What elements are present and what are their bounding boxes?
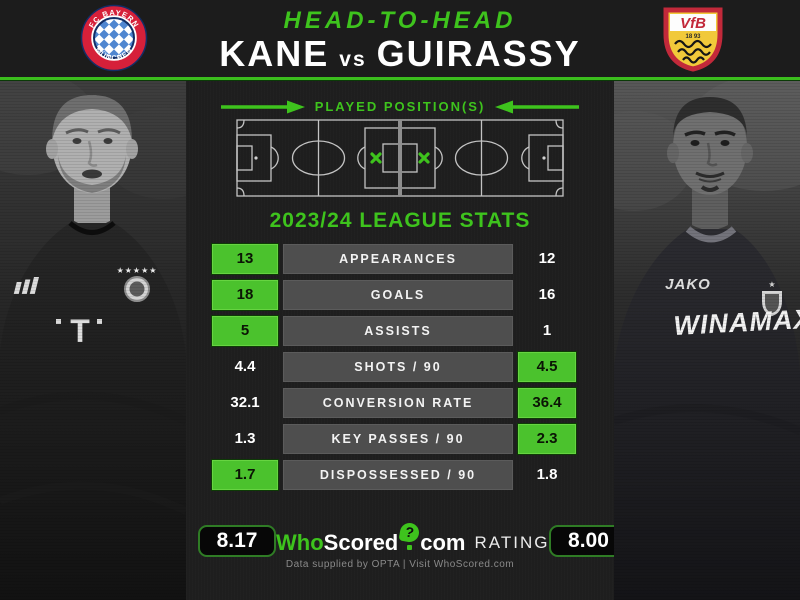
kane-value-appearances: 13 [212,244,278,274]
stat-row-key-passes-90: 1.3 KEY PASSES / 90 2.3 [212,424,576,454]
data-source-footnote: Data supplied by OPTA | Visit WhoScored.… [285,559,515,570]
kane-value-assists: 5 [212,316,278,346]
rating-label: RATING [474,533,550,552]
whoscored-logo-scored: Scored [323,530,399,555]
stats-rows: 13 APPEARANCES 12 18 GOALS 16 5 ASSISTS 1 4.4 SHOT… [212,244,576,496]
header-divider [0,77,800,81]
stat-label-appearances: APPEARANCES [283,244,513,274]
vfb-crest-antlers [674,39,712,64]
stat-row-goals: 18 GOALS 16 [212,280,576,310]
played-positions-label: PLAYED POSITION(S) [314,99,486,114]
player-left-name: KANE [219,32,330,74]
kane-value-key-passes-90: 1.3 [234,430,256,447]
stat-row-assists: 5 ASSISTS 1 [212,316,576,346]
kane-value-conversion-rate: 32.1 [230,394,260,411]
kane-value-shots-90: 4.4 [234,358,256,375]
stat-row-conversion-rate: 32.1 CONVERSION RATE 36.4 [212,388,576,418]
header: FC BAYERN MÜNCHEN HEAD-TO-HEAD KANE vs G… [0,0,800,77]
guirassy-jersey-sponsor: WINAMAX [673,304,800,341]
guirassy-value-goals: 16 [538,286,556,303]
league-stats-title: 2023/24 LEAGUE STATS [269,209,531,232]
guirassy-value-assists: 1 [542,322,552,339]
guirassy-value-appearances: 12 [538,250,556,267]
guirassy-value-dispossessed-90: 1.8 [536,466,558,483]
adidas-logo [13,277,39,294]
kane-value-goals: 18 [212,280,278,310]
vfb-jersey-star: ★ [768,280,775,289]
stat-row-appearances: 13 APPEARANCES 12 [212,244,576,274]
vfb-crest-year: 18 93 [685,34,701,40]
guirassy-value-shots-90: 4.5 [518,352,576,382]
guirassy-value-conversion-rate: 36.4 [518,388,576,418]
stat-label-key-passes-90: KEY PASSES / 90 [283,424,513,454]
guirassy-jersey-brand: JAKO [665,276,711,293]
stat-label-conversion-rate: CONVERSION RATE [283,388,513,418]
stat-row-shots-90: 4.4 SHOTS / 90 4.5 [212,352,576,382]
matchup-title: KANE vs GUIRASSY [219,32,581,74]
whoscored-logo-who: Who [276,530,324,555]
photo-kane: ★★★★★ T [0,81,186,600]
bayern-stars: ★★★★★ [117,266,158,275]
rating-row: 8.17 Who Scored? com RATING 8.00 [198,520,628,559]
guirassy-position-marker [418,152,430,164]
question-mark-icon: ? [398,520,421,550]
arrow-right-icon [220,100,305,113]
vfb-stuttgart-crest: VfB 18 93 [663,7,723,72]
vfb-crest-letters: VfB [680,15,706,32]
vs-label: vs [339,47,367,71]
played-positions-header: PLAYED POSITION(S) [186,99,614,114]
head-to-head-title: HEAD-TO-HEAD [283,6,517,34]
stat-label-shots-90: SHOTS / 90 [283,352,513,382]
stats-panel: PLAYED POSITION(S) [186,81,628,600]
whoscored-logo-com: com [420,530,466,555]
arrow-left-icon [495,100,580,113]
stat-label-dispossessed-90: DISPOSSESSED / 90 [283,460,513,490]
main-area: ★★★★★ T PLAYED POSITION(S) [0,81,800,600]
guirassy-portrait: ★ JAKO WINAMAX [614,81,800,600]
kane-position-marker [370,152,382,164]
rating-kane: 8.17 [198,525,276,557]
kane-portrait: ★★★★★ T [0,81,186,600]
kane-jersey-sponsor: T [70,313,90,349]
stat-label-assists: ASSISTS [283,316,513,346]
photo-guirassy: ★ JAKO WINAMAX [614,81,800,600]
whoscored-logo: Who Scored? com RATING [276,520,550,557]
stat-label-goals: GOALS [283,280,513,310]
player-right-name: GUIRASSY [376,32,581,74]
pitch-diagram [235,118,565,203]
guirassy-value-key-passes-90: 2.3 [518,424,576,454]
bayern-munich-crest: FC BAYERN MÜNCHEN [80,4,148,72]
kane-value-dispossessed-90: 1.7 [212,460,278,490]
stat-row-dispossessed-90: 1.7 DISPOSSESSED / 90 1.8 [212,460,576,490]
